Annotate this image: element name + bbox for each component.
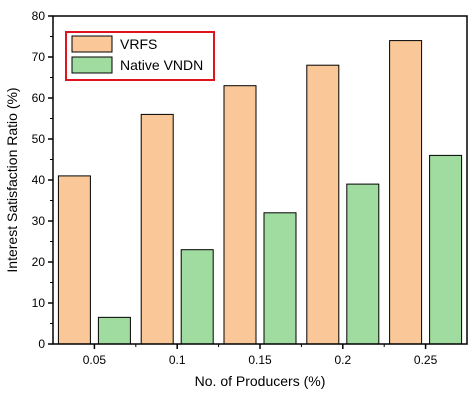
- x-tick-label: 0.05: [83, 353, 107, 367]
- bar-native-vndn-0.05: [97, 316, 131, 345]
- y-tick-label: 80: [32, 9, 46, 23]
- bar-vrfs-0.15: [223, 85, 257, 345]
- bar-native-vndn-0.25: [429, 154, 463, 345]
- axes-layer: 0 10 20 30 40 50 60 70 80 0.05 0.1 0.15 0.2 0.25: [32, 9, 468, 367]
- x-tick-label: 0.25: [414, 353, 438, 367]
- bar-vrfs-0.05: [57, 175, 91, 345]
- y-tick-label: 20: [32, 255, 46, 269]
- legend-swatch-native-vndn: [71, 56, 113, 74]
- bar-vrfs-0.1: [140, 113, 174, 345]
- y-tick-label: 30: [32, 214, 46, 228]
- bar-vrfs-0.2: [306, 64, 340, 345]
- legend: VRFS Native VNDN: [65, 31, 215, 81]
- legend-label-native-vndn: Native VNDN: [120, 57, 203, 73]
- legend-label-vrfs: VRFS: [120, 36, 157, 52]
- bar-native-vndn-0.15: [263, 212, 297, 345]
- y-tick-label: 50: [32, 132, 46, 146]
- y-tick-label: 10: [32, 296, 46, 310]
- x-tick-label: 0.2: [334, 353, 351, 367]
- bars-layer: [57, 40, 463, 345]
- bar-vrfs-0.25: [389, 40, 423, 345]
- legend-swatch-vrfs: [71, 35, 113, 53]
- y-tick-label: 0: [38, 337, 45, 351]
- bar-native-vndn-0.1: [180, 249, 214, 345]
- x-axis-title: No. of Producers (%): [195, 373, 326, 389]
- y-tick-label: 40: [32, 173, 46, 187]
- y-axis-title: Interest Satisfaction Ratio (%): [4, 87, 20, 272]
- y-tick-label: 60: [32, 91, 46, 105]
- y-tick-label: 70: [32, 50, 46, 64]
- x-tick-label: 0.1: [169, 353, 186, 367]
- x-tick-label: 0.15: [248, 353, 272, 367]
- bar-native-vndn-0.2: [346, 183, 380, 345]
